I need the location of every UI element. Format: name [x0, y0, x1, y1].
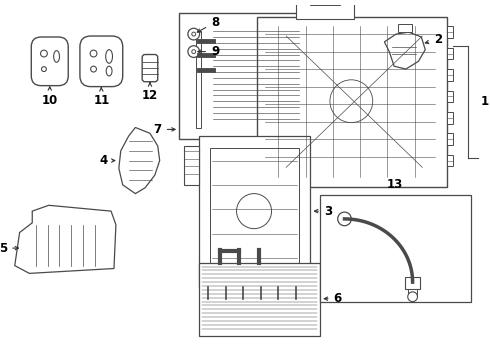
Circle shape: [330, 80, 373, 123]
Bar: [398, 24, 412, 32]
Bar: [179, 13, 304, 139]
Text: 11: 11: [93, 88, 109, 107]
Text: 10: 10: [42, 87, 58, 107]
Text: 1: 1: [481, 95, 489, 108]
Text: 8: 8: [197, 16, 219, 32]
FancyBboxPatch shape: [142, 54, 158, 82]
Bar: [221, 299, 231, 305]
Bar: [405, 277, 420, 289]
Text: 7: 7: [154, 123, 175, 136]
Bar: [184, 146, 198, 185]
Bar: [447, 48, 453, 59]
Bar: [447, 155, 453, 166]
FancyBboxPatch shape: [31, 37, 68, 86]
Bar: [311, 0, 340, 5]
Bar: [198, 136, 311, 287]
Bar: [408, 289, 417, 297]
Circle shape: [408, 292, 417, 302]
Bar: [239, 299, 248, 305]
Text: 9: 9: [198, 45, 219, 58]
Bar: [447, 26, 453, 38]
Text: 3: 3: [315, 204, 332, 218]
Bar: [447, 90, 453, 102]
Text: 12: 12: [142, 83, 158, 102]
FancyBboxPatch shape: [80, 36, 122, 87]
Circle shape: [91, 66, 97, 72]
Bar: [447, 112, 453, 123]
Bar: [203, 299, 213, 305]
Text: 6: 6: [324, 292, 342, 305]
Circle shape: [192, 32, 196, 36]
Bar: [296, 2, 354, 19]
Bar: [320, 195, 471, 302]
Ellipse shape: [106, 66, 112, 76]
Bar: [210, 148, 299, 275]
Circle shape: [188, 46, 199, 58]
Circle shape: [41, 50, 48, 57]
Circle shape: [188, 28, 199, 40]
Bar: [447, 133, 453, 145]
Text: 2: 2: [425, 33, 442, 46]
Circle shape: [42, 67, 47, 72]
Bar: [257, 17, 447, 187]
Circle shape: [192, 50, 196, 54]
Text: 13: 13: [387, 178, 403, 192]
Bar: [256, 299, 266, 305]
Ellipse shape: [106, 50, 113, 63]
Ellipse shape: [54, 51, 59, 62]
Text: 4: 4: [99, 154, 115, 167]
Circle shape: [90, 50, 97, 57]
Bar: [447, 69, 453, 81]
Text: 5: 5: [0, 242, 19, 255]
Bar: [273, 299, 283, 305]
Bar: [196, 31, 200, 129]
Circle shape: [237, 194, 271, 229]
Circle shape: [338, 212, 351, 226]
Bar: [198, 263, 320, 336]
Bar: [291, 299, 301, 305]
